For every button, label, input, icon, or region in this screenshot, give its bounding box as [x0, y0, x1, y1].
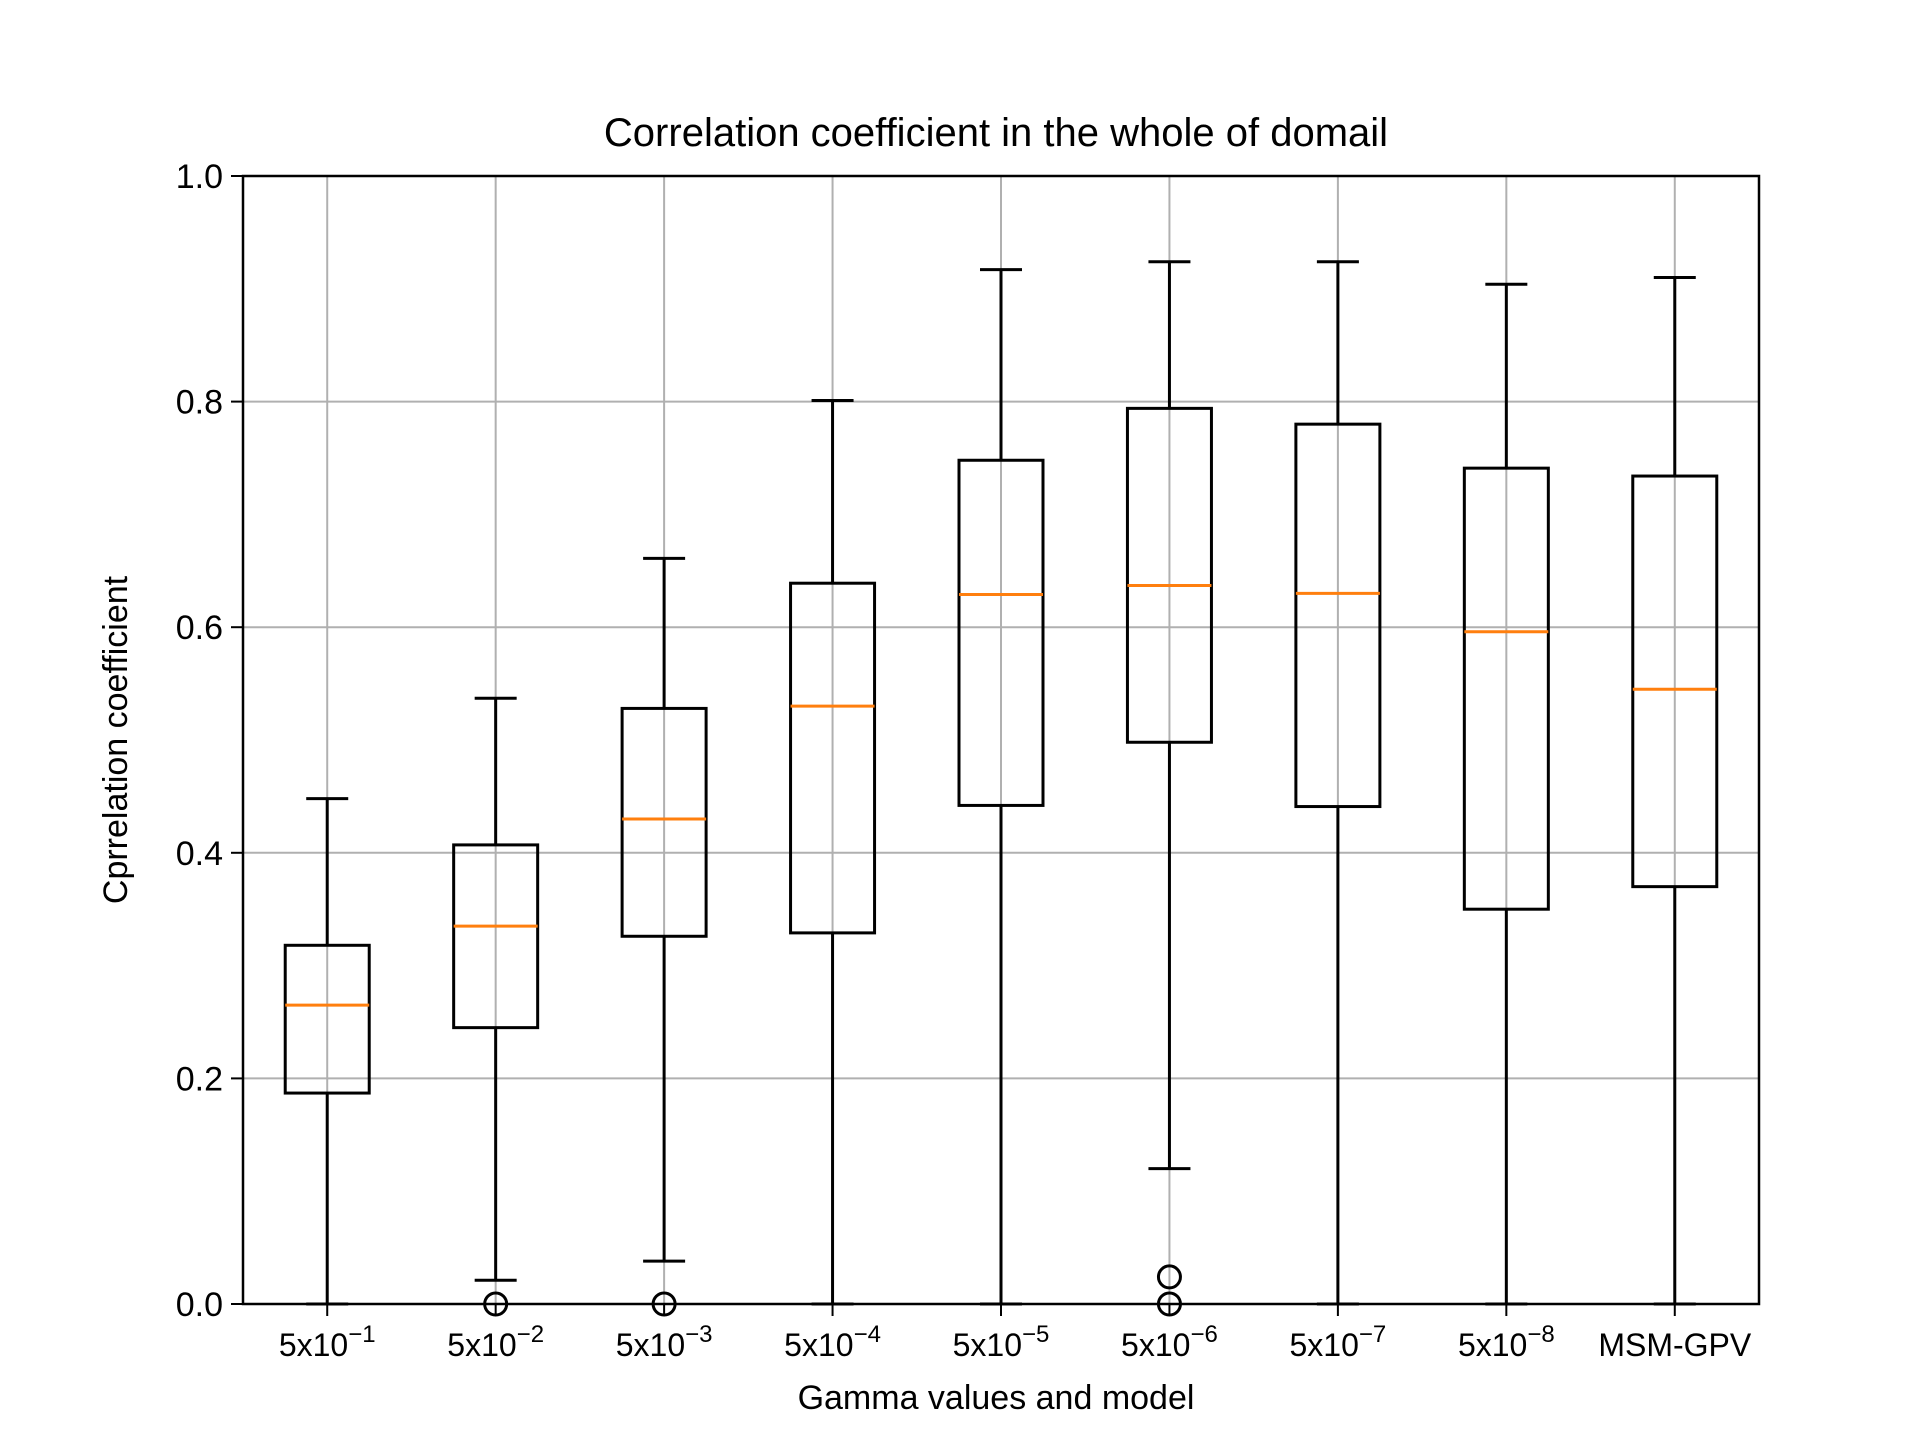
axis-layer: 0.0 0.2 0.4 0.6 0.8 1.0 5x10−1 5x10−2 5x10−3 5x10… [176, 158, 1761, 1363]
iqr-box [789, 581, 877, 935]
x-tick-label: 5x10−8 [1458, 1321, 1555, 1363]
y-tick-label: 1.0 [176, 158, 223, 196]
y-tick-label: 0.0 [176, 1286, 223, 1324]
box-layer [283, 260, 1719, 1317]
x-tick-label: 5x10−2 [447, 1321, 544, 1363]
x-tick-label: 5x10−5 [953, 1321, 1050, 1363]
x-tick-label: MSM-GPV [1598, 1327, 1752, 1363]
iqr-box [1125, 406, 1213, 744]
y-tick-label: 0.8 [176, 384, 223, 422]
chart-title: Correlation coefficient in the whole of … [604, 111, 1388, 155]
x-tick-label: 5x10−6 [1121, 1321, 1218, 1363]
iqr-box [452, 843, 540, 1030]
x-tick-label: 5x10−1 [279, 1321, 376, 1363]
iqr-box [620, 706, 708, 938]
x-tick-label: 5x10−7 [1290, 1321, 1387, 1363]
x-tick-label: 5x10−4 [784, 1321, 881, 1363]
iqr-box [283, 943, 371, 1095]
x-tick-label: 5x10−3 [616, 1321, 713, 1363]
y-axis-label: Cprrelation coefficient [97, 575, 135, 904]
iqr-box [1294, 422, 1382, 809]
outlier-point [1156, 1264, 1182, 1290]
y-tick-label: 0.2 [176, 1060, 223, 1098]
iqr-box [1462, 466, 1550, 911]
iqr-box [957, 458, 1045, 807]
y-tick-label: 0.6 [176, 609, 223, 647]
iqr-box [1631, 474, 1719, 889]
plot-frame [241, 174, 1761, 1306]
y-tick-label: 0.4 [176, 835, 223, 873]
x-axis-label: Gamma values and model [798, 1379, 1195, 1417]
